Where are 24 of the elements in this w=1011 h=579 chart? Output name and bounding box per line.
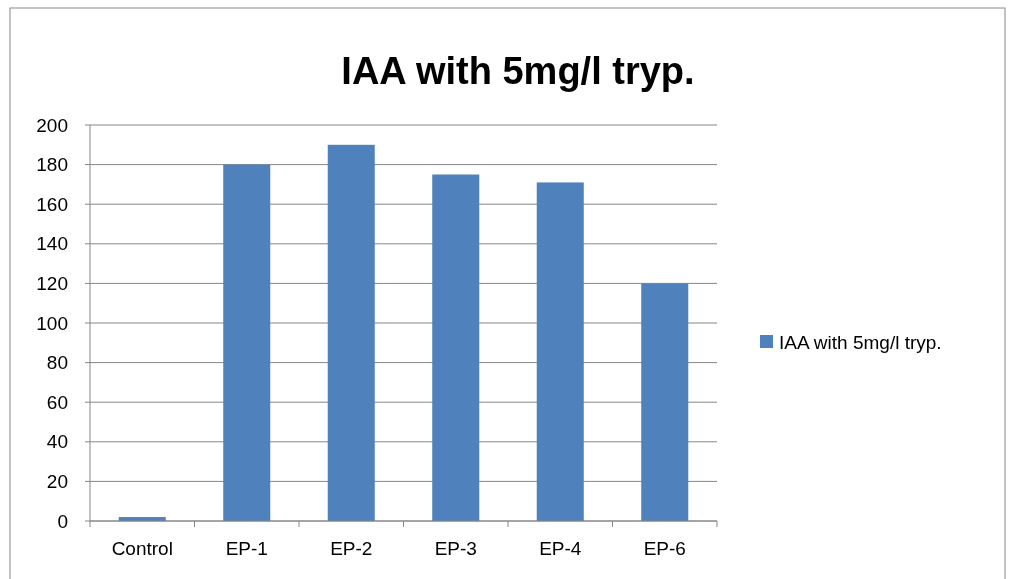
y-tick-label: 80 [46, 352, 68, 374]
bar [641, 283, 689, 521]
x-tick-label: EP-3 [434, 538, 477, 559]
y-tick-label: 200 [36, 114, 68, 136]
y-tick-label: 180 [36, 154, 68, 176]
x-tick-label: EP-6 [643, 538, 686, 559]
y-tick-label: 0 [57, 510, 68, 532]
bar [223, 164, 271, 521]
chart-title: IAA with 5mg/l tryp. [341, 50, 695, 92]
y-tick-label: 120 [36, 273, 68, 295]
x-tick-label: EP-4 [539, 538, 582, 559]
y-tick-label: 60 [46, 391, 68, 413]
bar [536, 182, 584, 521]
y-tick-label: 100 [36, 312, 68, 334]
legend-label: IAA with 5mg/l tryp. [779, 331, 942, 353]
x-tick-label: Control [111, 538, 173, 559]
x-tick-label: EP-2 [330, 538, 373, 559]
x-tick-label: EP-1 [225, 538, 268, 559]
bar [327, 144, 375, 521]
bar [432, 174, 480, 521]
y-tick-label: 140 [36, 233, 68, 255]
y-tick-label: 20 [46, 471, 68, 493]
y-tick-label: 160 [36, 193, 68, 215]
y-tick-label: 40 [46, 431, 68, 453]
